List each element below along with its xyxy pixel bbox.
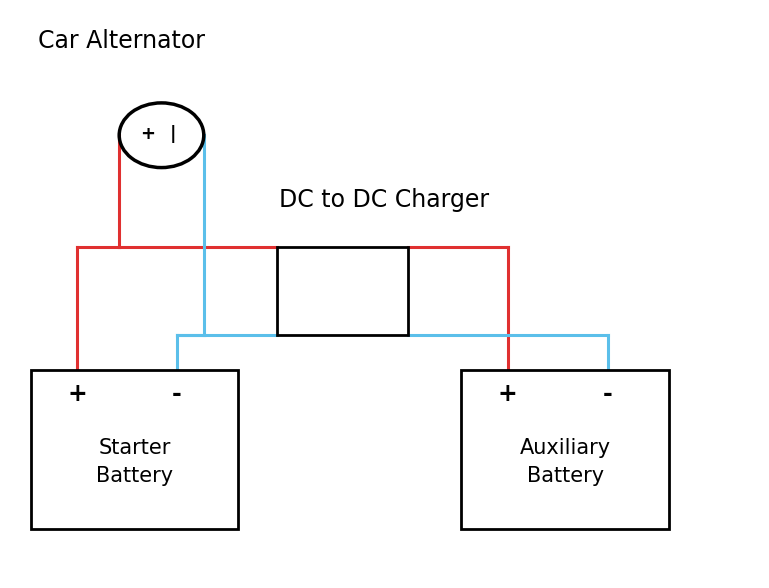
Text: -: - — [172, 382, 181, 406]
Text: Car Alternator: Car Alternator — [38, 29, 205, 53]
Text: |: | — [170, 125, 176, 143]
Bar — [277, 247, 408, 335]
Text: Starter
Battery: Starter Battery — [96, 437, 173, 486]
Text: Auxiliary
Battery: Auxiliary Battery — [520, 437, 611, 486]
Bar — [461, 370, 669, 529]
Bar — [31, 370, 238, 529]
Text: DC to DC Charger: DC to DC Charger — [279, 188, 490, 212]
Text: +: + — [498, 382, 518, 406]
Text: +: + — [140, 125, 155, 143]
Text: +: + — [67, 382, 87, 406]
Text: -: - — [603, 382, 612, 406]
